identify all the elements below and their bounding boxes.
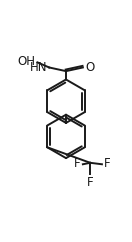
Text: HN: HN <box>29 61 47 74</box>
Text: F: F <box>87 175 93 189</box>
Text: OH: OH <box>17 55 35 68</box>
Text: F: F <box>104 157 111 170</box>
Text: O: O <box>86 61 95 74</box>
Text: F: F <box>74 157 81 170</box>
